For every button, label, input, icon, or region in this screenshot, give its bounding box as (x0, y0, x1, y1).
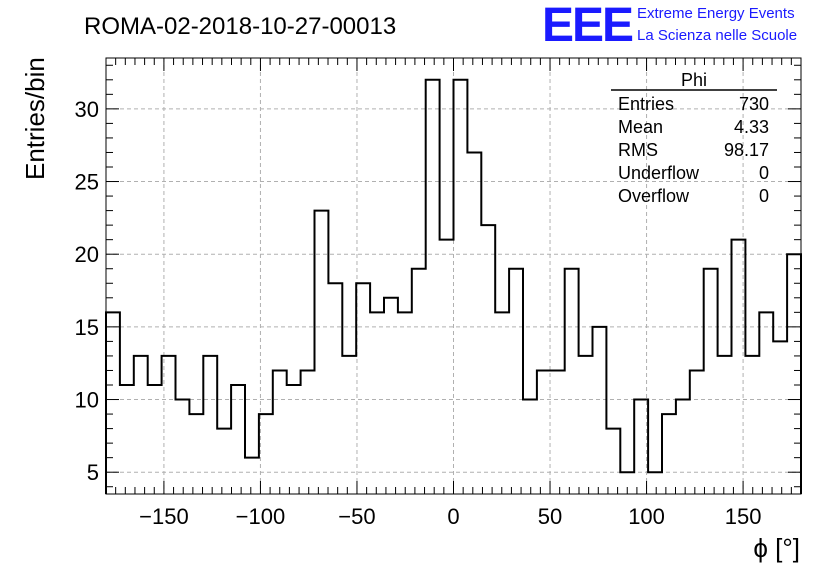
logo-line-1: Extreme Energy Events (637, 5, 795, 22)
y-tick-label: 15 (75, 315, 99, 340)
y-axis-label: Entries/bin (20, 57, 50, 180)
x-tick-label: 0 (447, 504, 459, 529)
stats-label-underflow: Underflow (618, 163, 700, 183)
x-tick-labels: −150 −100 −50 0 50 100 150 (139, 504, 761, 529)
logo-mark: EEE (542, 0, 633, 52)
x-tick-label: −150 (139, 504, 189, 529)
y-tick-label: 20 (75, 242, 99, 267)
stats-value-rms: 98.17 (724, 140, 769, 160)
stats-value-mean: 4.33 (734, 117, 769, 137)
histogram-outline (105, 78, 802, 494)
x-tick-label: 100 (628, 504, 665, 529)
logo: EEE Extreme Energy Events La Scienza nel… (542, 0, 797, 52)
stats-label-overflow: Overflow (618, 186, 690, 206)
y-tick-labels: 5 10 15 20 25 30 (75, 97, 99, 485)
x-axis-label: ϕ [°] (753, 533, 800, 563)
y-tick-label: 5 (87, 460, 99, 485)
histogram-series (105, 78, 802, 494)
chart-title: ROMA-02-2018-10-27-00013 (84, 13, 396, 40)
stats-label-entries: Entries (618, 94, 674, 114)
y-tick-label: 10 (75, 388, 99, 413)
stats-label-rms: RMS (618, 140, 658, 160)
stats-box: Phi Entries 730 Mean 4.33 RMS 98.17 Unde… (611, 70, 777, 206)
stats-title: Phi (681, 70, 707, 90)
stats-label-mean: Mean (618, 117, 663, 137)
axis-ticks (106, 58, 801, 494)
y-tick-label: 25 (75, 170, 99, 195)
stats-value-entries: 730 (739, 94, 769, 114)
x-tick-label: 50 (538, 504, 562, 529)
y-tick-label: 30 (75, 97, 99, 122)
stats-value-underflow: 0 (759, 163, 769, 183)
x-tick-label: −50 (338, 504, 375, 529)
x-tick-label: 150 (725, 504, 762, 529)
logo-line-2: La Scienza nelle Scuole (637, 27, 797, 44)
stats-value-overflow: 0 (759, 186, 769, 206)
x-tick-label: −100 (236, 504, 286, 529)
